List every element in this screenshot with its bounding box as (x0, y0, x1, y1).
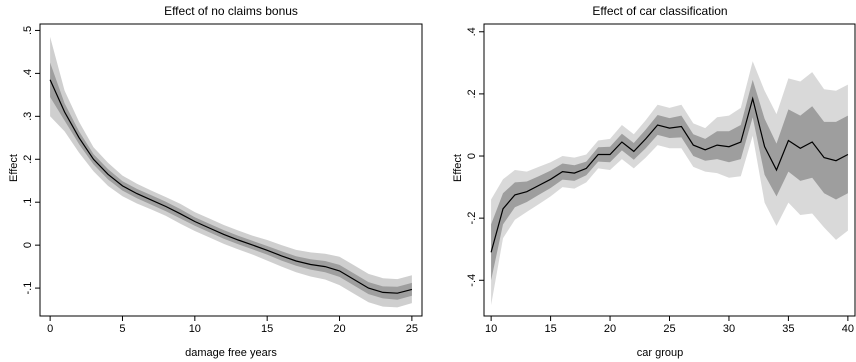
x-tick-label: 35 (782, 323, 794, 335)
x-tick-label: 10 (485, 323, 497, 335)
estimate-line (490, 96, 849, 253)
x-tick-label: 40 (842, 323, 854, 335)
y-tick-label: .2 (466, 89, 478, 98)
chart-title: Effect of no claims bonus (164, 4, 298, 18)
car-classification-panel: Effect of car classification car group E… (452, 4, 856, 359)
x-tick-label: 0 (47, 323, 53, 335)
x-tick-label: 25 (406, 323, 418, 335)
chart-title: Effect of car classification (592, 4, 727, 18)
y-tick-label: .1 (22, 198, 34, 207)
plot-frame (39, 23, 423, 317)
estimate-line (49, 79, 413, 294)
y-tick-label: -.1 (22, 282, 34, 295)
y-axis-label: Effect (8, 154, 20, 182)
x-tick-label: 30 (723, 323, 735, 335)
x-tick-label: 10 (189, 323, 201, 335)
y-tick-label: .5 (22, 26, 34, 35)
y-tick-label: .4 (22, 69, 34, 78)
outer-confidence-band (50, 36, 412, 308)
y-tick-label: 0 (466, 153, 478, 159)
y-tick-label: .4 (466, 27, 478, 36)
x-tick-label: 15 (544, 323, 556, 335)
x-tick-label: 5 (119, 323, 125, 335)
x-tick-label: 20 (333, 323, 345, 335)
x-axis-label: damage free years (185, 347, 277, 359)
x-tick-label: 25 (663, 323, 675, 335)
y-tick-label: .2 (22, 155, 34, 164)
y-axis-label: Effect (452, 154, 464, 182)
inner-confidence-band (491, 79, 848, 281)
y-tick-label: -.2 (466, 212, 478, 225)
x-tick-label: 15 (261, 323, 273, 335)
no-claims-bonus-panel: Effect of no claims bonus damage free ye… (8, 4, 423, 359)
y-tick-label: .3 (22, 112, 34, 121)
y-tick-label: 0 (22, 242, 34, 248)
x-tick-label: 20 (604, 323, 616, 335)
x-axis-label: car group (637, 347, 683, 359)
y-tick-label: -.4 (466, 274, 478, 287)
